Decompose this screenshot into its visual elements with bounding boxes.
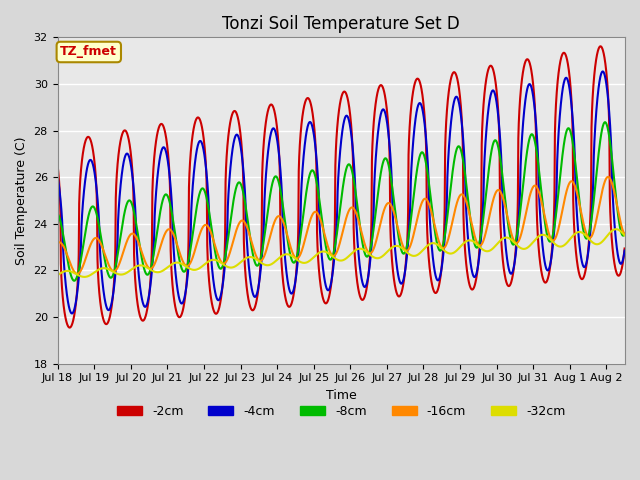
X-axis label: Time: Time [326,389,356,402]
Title: Tonzi Soil Temperature Set D: Tonzi Soil Temperature Set D [222,15,460,33]
Legend: -2cm, -4cm, -8cm, -16cm, -32cm: -2cm, -4cm, -8cm, -16cm, -32cm [112,400,570,423]
Y-axis label: Soil Temperature (C): Soil Temperature (C) [15,136,28,265]
Text: TZ_fmet: TZ_fmet [60,46,117,59]
